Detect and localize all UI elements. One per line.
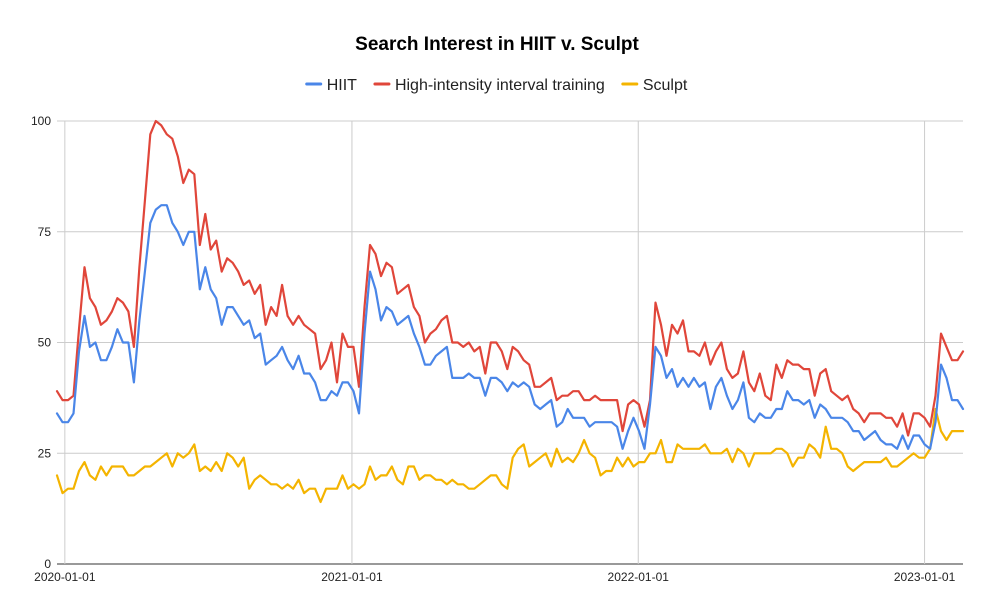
legend-label: Sculpt bbox=[643, 77, 688, 94]
y-tick-label: 100 bbox=[31, 114, 51, 128]
y-tick-label: 75 bbox=[38, 225, 52, 239]
series-line-high-intensity-interval-training bbox=[55, 119, 965, 437]
legend-label: High-intensity interval training bbox=[395, 77, 605, 94]
chart-title: Search Interest in HIIT v. Sculpt bbox=[355, 34, 639, 55]
y-axis: 0 25 50 75 100 bbox=[31, 114, 51, 571]
series-lines bbox=[55, 119, 965, 504]
series-line-hiit bbox=[55, 204, 965, 450]
legend-label: HIIT bbox=[327, 77, 357, 94]
legend: HIIT High-intensity interval training Scul… bbox=[305, 77, 688, 94]
x-tick-label: 2021-01-01 bbox=[321, 570, 383, 584]
x-tick-label: 2022-01-01 bbox=[608, 570, 670, 584]
series-line-sculpt bbox=[55, 407, 965, 504]
gridlines bbox=[57, 120, 963, 565]
y-tick-label: 50 bbox=[38, 336, 52, 350]
x-tick-label: 2023-01-01 bbox=[894, 570, 956, 584]
x-axis: 2020-01-01 2021-01-01 2022-01-01 2023-01-01 bbox=[34, 570, 955, 584]
y-tick-label: 0 bbox=[44, 557, 51, 571]
x-tick-label: 2020-01-01 bbox=[34, 570, 96, 584]
y-tick-label: 25 bbox=[38, 446, 52, 460]
